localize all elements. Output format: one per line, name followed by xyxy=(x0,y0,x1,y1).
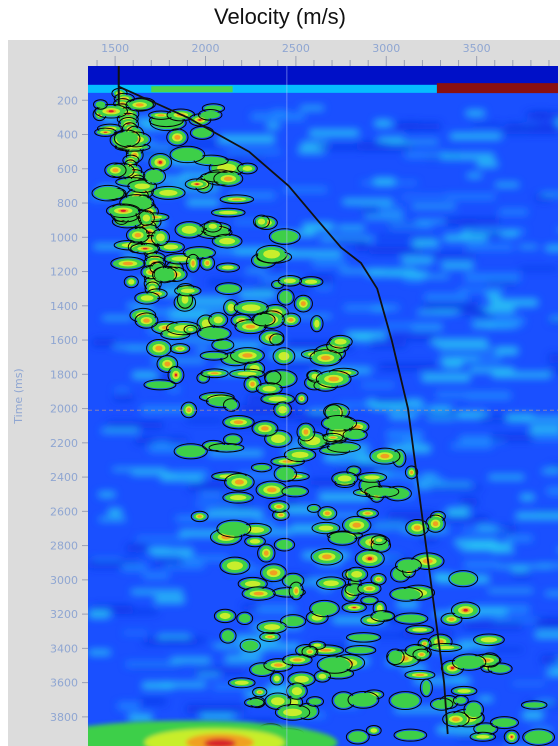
top-green-strip xyxy=(151,86,233,93)
picked-velocity-curve xyxy=(118,85,449,735)
y-tick-label-200: 200 xyxy=(57,94,78,107)
y-tick-label-3800: 3800 xyxy=(50,711,78,724)
x-axis: 1500 2000 2500 3000 3500 xyxy=(96,42,550,66)
y-axis: 200 400 600 800 1000 1200 1400 1600 1800 2000 2200… xyxy=(12,94,88,724)
y-tick-label-3600: 3600 xyxy=(50,677,78,690)
y-tick-label-3400: 3400 xyxy=(50,642,78,655)
x-tick-label-3500: 3500 xyxy=(463,42,491,55)
y-tick-label-1200: 1200 xyxy=(50,266,78,279)
top-cyan-strip xyxy=(88,84,558,93)
y-tick-label-2600: 2600 xyxy=(50,505,78,518)
y-tick-label-1000: 1000 xyxy=(50,231,78,244)
y-tick-label-2800: 2800 xyxy=(50,540,78,553)
semblance-blobs xyxy=(91,87,556,746)
x-tick-label-3000: 3000 xyxy=(372,42,400,55)
y-tick-label-1800: 1800 xyxy=(50,368,78,381)
y-tick-label-3000: 3000 xyxy=(50,574,78,587)
x-tick-label-2500: 2500 xyxy=(282,42,310,55)
y-tick-label-600: 600 xyxy=(57,163,78,176)
y-tick-label-2400: 2400 xyxy=(50,471,78,484)
x-tick-label-2000: 2000 xyxy=(192,42,220,55)
y-tick-label-400: 400 xyxy=(57,129,78,142)
top-band xyxy=(88,66,558,85)
top-red-strip xyxy=(436,83,558,94)
y-tick-label-1600: 1600 xyxy=(50,334,78,347)
y-axis-label: Time (ms) xyxy=(12,368,25,424)
y-tick-label-800: 800 xyxy=(57,197,78,210)
y-tick-label-2000: 2000 xyxy=(50,403,78,416)
y-tick-label-3200: 3200 xyxy=(50,608,78,621)
chart-title: Velocity (m/s) xyxy=(213,4,347,29)
bottom-reflection xyxy=(88,720,338,746)
y-tick-label-2200: 2200 xyxy=(50,437,78,450)
x-tick-label-1500: 1500 xyxy=(101,42,129,55)
y-tick-label-1400: 1400 xyxy=(50,300,78,313)
